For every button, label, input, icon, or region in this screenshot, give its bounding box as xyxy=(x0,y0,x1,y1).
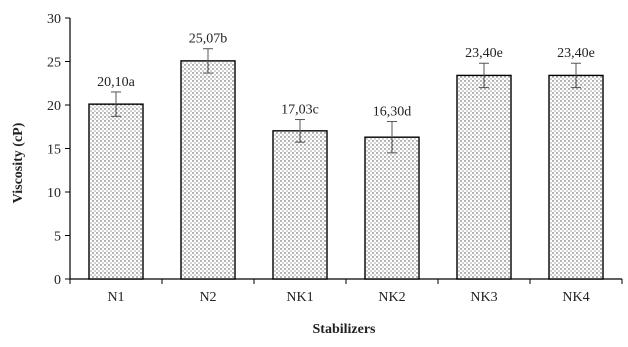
data-labels: 20,10a 25,07b 17,03c 16,30d 23,40e 23,40e xyxy=(97,32,595,120)
y-tick-label: 20 xyxy=(47,99,61,114)
y-tick-label: 10 xyxy=(47,186,61,201)
y-tick-label: 25 xyxy=(47,56,61,71)
x-tick-label: NK3 xyxy=(470,290,497,305)
x-tick-label: N2 xyxy=(199,290,216,305)
error-bars xyxy=(111,48,581,154)
data-label: 17,03c xyxy=(281,103,319,118)
y-tick-label: 15 xyxy=(47,143,61,158)
x-axis: N1 N2 NK1 NK2 NK3 NK4 xyxy=(69,278,623,305)
x-tick-label: NK1 xyxy=(286,290,313,305)
y-axis-title: Viscosity (cP) xyxy=(11,122,26,203)
x-tick-label: NK4 xyxy=(562,290,589,305)
bar xyxy=(180,60,236,280)
data-label: 16,30d xyxy=(373,105,412,120)
data-label: 23,40e xyxy=(557,46,595,61)
data-label: 25,07b xyxy=(189,32,228,47)
bar xyxy=(272,130,328,280)
bar xyxy=(548,74,604,280)
y-axis: 0 5 10 15 20 25 30 xyxy=(47,12,71,288)
data-label: 20,10a xyxy=(97,75,136,90)
bar xyxy=(88,103,144,280)
bar xyxy=(364,136,420,280)
x-tick-label: N1 xyxy=(107,290,124,305)
y-tick-label: 0 xyxy=(54,273,61,288)
y-tick-label: 30 xyxy=(47,12,61,27)
data-label: 23,40e xyxy=(465,46,503,61)
bars xyxy=(88,60,604,280)
y-tick-label: 5 xyxy=(54,230,61,245)
x-tick-label: NK2 xyxy=(378,290,405,305)
x-axis-title: Stabilizers xyxy=(313,322,377,337)
bar xyxy=(456,74,512,280)
